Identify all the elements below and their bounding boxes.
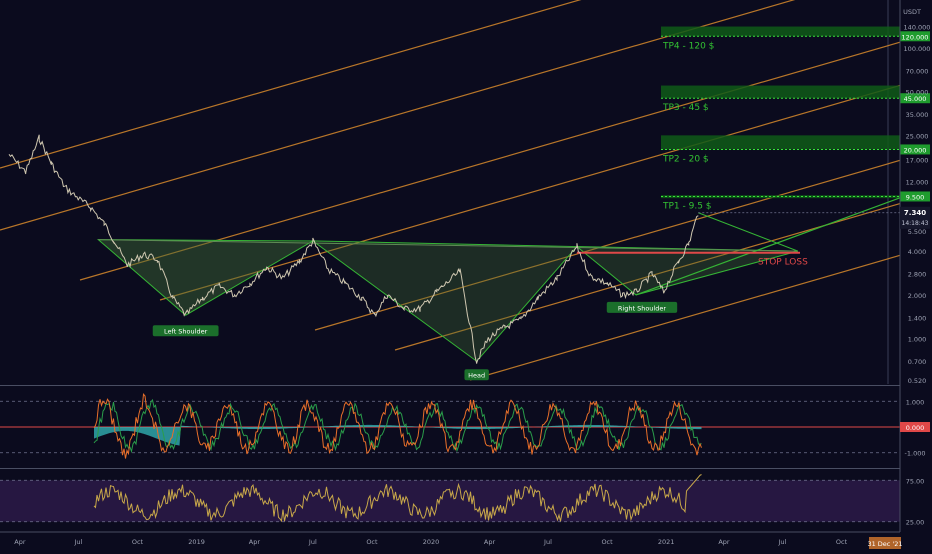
osc-slow-line	[93, 398, 702, 454]
neckline	[98, 239, 798, 252]
pattern-label-bg-1	[152, 325, 219, 337]
price-axis-tick: 35.000	[906, 111, 929, 119]
time-axis-tick: Jul	[73, 538, 82, 546]
price-axis-tick: 12.000	[906, 179, 929, 187]
price-axis-tick: 4.000	[908, 248, 927, 256]
target-price-tag-text-4: 120.000	[902, 33, 929, 41]
time-axis-tick: Oct	[836, 538, 848, 546]
pattern-label-bg-2	[464, 369, 489, 381]
target-label-4: TP4 - 120 $	[662, 41, 714, 51]
channel-line	[394, 202, 901, 351]
target-zone-2	[661, 135, 900, 150]
target-price-tag-text-2: 20.000	[904, 146, 927, 154]
target-zone-1	[661, 195, 900, 199]
left-shoulder-shape	[96, 239, 315, 316]
channel-line	[0, 0, 582, 169]
osc-axis-tick: 1.000	[906, 398, 925, 406]
time-axis-tick: Apr	[14, 538, 26, 546]
rsi-line	[93, 474, 702, 523]
date-badge-background	[869, 537, 901, 549]
price-axis-tick: 1.000	[908, 336, 927, 344]
channel-line	[0, 0, 796, 231]
target-label-2: TP2 - 20 $	[662, 154, 709, 164]
date-badge: 31 Dec '21	[867, 537, 903, 549]
current-price-tag-bg	[900, 206, 930, 229]
pattern-label-bg-3	[606, 301, 678, 313]
date-badge-label: 31 Dec '21	[867, 540, 902, 548]
osc-value-tag: 0.000	[906, 424, 925, 432]
price-axis-tick: 100.000	[904, 45, 931, 53]
target-price-tag-2	[900, 144, 930, 155]
time-axis-tick: 2021	[658, 538, 675, 546]
price-axis-tick: 50.000	[906, 89, 929, 97]
countdown-tag: 14:18:43	[902, 220, 929, 227]
price-axis-tick: 5.500	[908, 228, 927, 236]
time-axis-tick: Jul	[308, 538, 317, 546]
rsi-pane[interactable]	[0, 474, 900, 523]
channel-line	[314, 159, 901, 331]
osc-fast-line	[93, 392, 702, 459]
osc-axis-tick: -1.000	[905, 450, 926, 458]
rsi-axis-tick: 75.00	[906, 477, 925, 485]
target-price-tag-4	[900, 31, 930, 42]
price-axis-tick: 25.000	[906, 132, 929, 140]
oscillator-pane[interactable]	[0, 392, 900, 459]
channel-line	[159, 84, 901, 301]
price-axis-tick: 0.520	[908, 377, 927, 385]
target-price-tag-text-1: 9.500	[906, 193, 925, 201]
time-axis-tick: Oct	[601, 538, 613, 546]
time-axis-tick: Oct	[366, 538, 378, 546]
price-axis-tick: 140.000	[904, 24, 931, 32]
pattern-label-3: Right Shoulder	[618, 304, 666, 312]
price-axis-tick: 70.000	[906, 67, 929, 75]
price-axis-tick: 2.000	[908, 292, 927, 300]
target-price-tag-1	[900, 191, 930, 202]
rsi-axis-tick: 25.00	[906, 519, 925, 527]
target-label-1: TP1 - 9.5 $	[662, 201, 712, 211]
osc-value-tag-bg	[900, 422, 930, 432]
price-axis-tick: 2.800	[908, 271, 927, 279]
osc-fill-area	[94, 424, 702, 446]
current-price-tag: 7.340	[904, 209, 926, 217]
time-axis-tick: Jul	[543, 538, 552, 546]
price-axis-tick: 1.400	[908, 314, 927, 322]
time-axis-tick: Apr	[249, 538, 261, 546]
target-label-3: TP3 - 45 $	[662, 103, 709, 113]
axis-currency-label: USDT	[903, 8, 921, 16]
time-axis-tick: 2019	[188, 538, 205, 546]
price-pane[interactable]: TP1 - 9.5 $ 9.500 TP2 - 20 $ 20.000 TP3 - 45…	[0, 0, 930, 384]
pattern-label-2: Head	[468, 372, 485, 380]
pattern-trendline-2	[698, 212, 799, 252]
time-axis-tick: Jul	[778, 538, 787, 546]
time-axis-tick: Apr	[718, 538, 730, 546]
time-axis-tick: Oct	[132, 538, 144, 546]
head-shape	[311, 240, 578, 362]
target-price-tag-text-3: 45.000	[904, 95, 927, 103]
pattern-label-1: Left Shoulder	[164, 328, 208, 336]
rsi-band	[0, 480, 900, 522]
price-series-line	[8, 134, 699, 364]
time-axis-tick: Apr	[484, 538, 496, 546]
target-zone-3	[661, 85, 900, 99]
channel-line	[469, 254, 901, 381]
stop-loss-label: STOP LOSS	[758, 258, 808, 268]
target-zone-4	[661, 26, 900, 37]
pattern-trendline	[635, 197, 901, 296]
price-axis-tick: 0.700	[908, 358, 927, 366]
target-price-tag-3	[900, 93, 930, 104]
price-axis-tick: 17.000	[906, 157, 929, 165]
time-axis-tick: 2020	[423, 538, 440, 546]
